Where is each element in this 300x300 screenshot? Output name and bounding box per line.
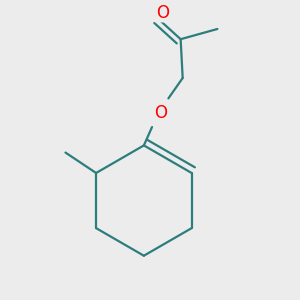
Text: O: O (154, 104, 167, 122)
Text: O: O (156, 4, 169, 22)
